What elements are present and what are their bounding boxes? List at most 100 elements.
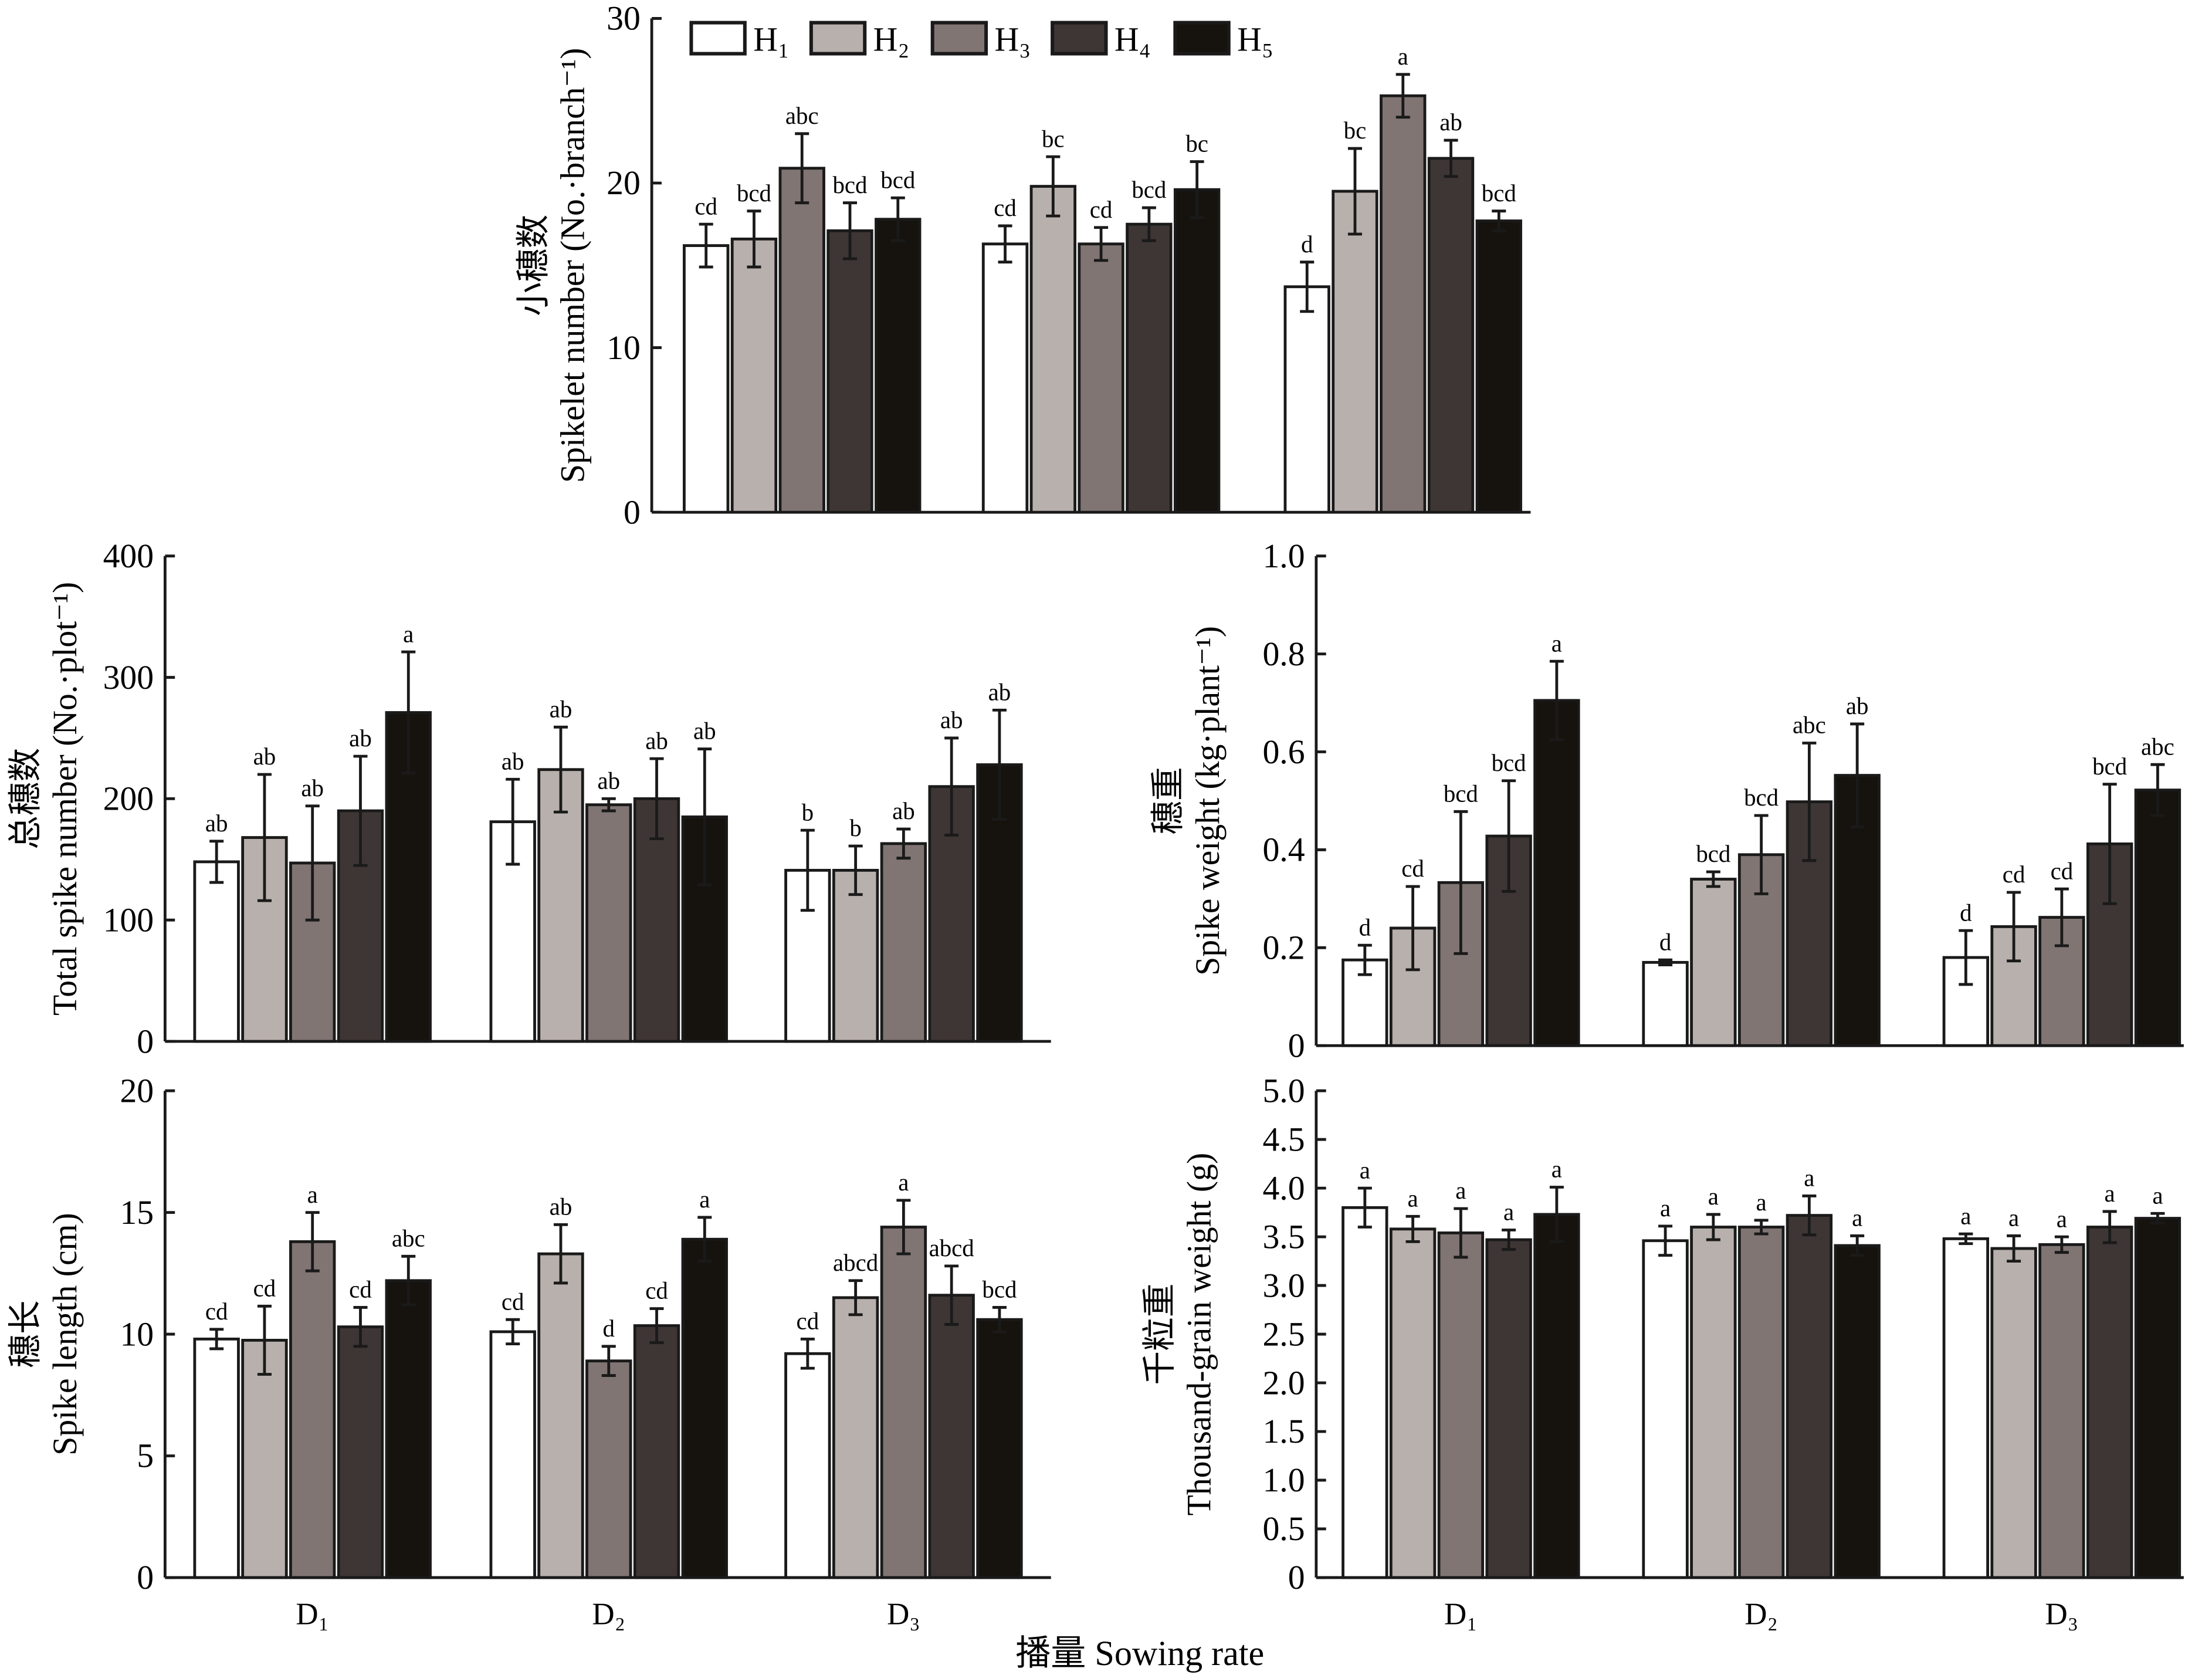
bar — [585, 803, 632, 1043]
significance-label: bc — [1042, 126, 1065, 152]
error-bar — [353, 1306, 368, 1348]
significance-label: a — [1708, 1183, 1719, 1210]
bar — [1990, 1247, 2037, 1579]
chart-spikelet: 0 10 20 30 小穗数 Spikelet number (No.·branch⁻¹)… — [515, 1, 1531, 531]
significance-label: cd — [253, 1275, 276, 1302]
error-bar — [1850, 1234, 1865, 1257]
error-bar — [1046, 155, 1061, 218]
error-bar — [1754, 1219, 1769, 1236]
bar — [826, 229, 873, 514]
y-tick-label: 5.0 — [1262, 1072, 1305, 1109]
significance-label: ab — [988, 679, 1011, 706]
error-bar — [992, 1306, 1007, 1334]
error-bar — [1549, 659, 1564, 742]
legend-swatch — [930, 21, 988, 56]
error-bar — [1405, 1214, 1420, 1243]
error-bar — [2150, 1212, 2165, 1225]
error-bar — [697, 1216, 712, 1263]
error-bar — [896, 1199, 911, 1256]
x-tick-label: D₃ — [2045, 1597, 2079, 1631]
error-bar — [2054, 887, 2069, 948]
error-bar — [1444, 138, 1458, 178]
significance-label: ab — [597, 768, 620, 794]
y-axis-label-cn: 千粒重 — [1141, 1283, 1178, 1385]
error-bar — [649, 757, 664, 841]
significance-label: abc — [785, 103, 819, 129]
y-tick-label: 0.4 — [1262, 832, 1305, 869]
error-bar — [1357, 1186, 1372, 1229]
bar — [1942, 1237, 1990, 1579]
error-bar — [699, 222, 713, 269]
y-axis-label: Spikelet number (No.·branch⁻¹) — [555, 48, 592, 483]
y-tick-label: 0 — [1288, 1027, 1305, 1064]
bar — [1533, 699, 1580, 1047]
significance-label: d — [1359, 914, 1371, 940]
error-bar — [601, 1345, 616, 1377]
bar — [633, 1324, 680, 1579]
error-bar — [1141, 206, 1156, 242]
error-bar — [1959, 929, 1973, 986]
bar — [1332, 190, 1378, 514]
bar — [784, 1352, 831, 1579]
bar — [1642, 1239, 1689, 1579]
error-bar — [401, 650, 416, 775]
significance-label: a — [2152, 1182, 2163, 1209]
bar — [1283, 285, 1330, 514]
error-bar — [1492, 209, 1506, 232]
significance-label: d — [1960, 899, 1972, 926]
error-bar — [842, 201, 858, 260]
bar — [681, 1237, 728, 1579]
significance-label: a — [2057, 1206, 2067, 1232]
significance-label: ab — [349, 725, 372, 752]
y-tick-label: 3.5 — [1262, 1219, 1305, 1256]
chart-thousand-grain: 0 0.5 1.0 1.5 2.0 2.5 3.0 3.5 4.0 4.5 5.0 千粒重 Thousa… — [1141, 1072, 2184, 1631]
significance-label: ab — [550, 696, 573, 723]
significance-label: a — [2105, 1180, 2115, 1207]
significance-label: abc — [2141, 733, 2174, 760]
bar — [489, 1330, 536, 1579]
error-bar — [1802, 1195, 1817, 1237]
bar — [1427, 157, 1475, 514]
significance-label: bcd — [1132, 177, 1166, 203]
significance-label: ab — [645, 727, 668, 754]
significance-label: d — [1659, 929, 1671, 955]
error-bar — [1502, 779, 1516, 893]
significance-label: ab — [301, 775, 324, 801]
error-bar — [944, 736, 959, 837]
significance-label: bcd — [2092, 753, 2127, 780]
bar — [241, 1339, 288, 1579]
y-axis-label-cn: 穗重 — [1150, 767, 1187, 834]
bar — [880, 1226, 927, 1579]
y-tick-label: 0 — [1288, 1559, 1305, 1596]
error-bar — [401, 1254, 416, 1307]
error-bar — [1502, 1229, 1516, 1251]
significance-label: ab — [940, 707, 963, 733]
significance-label: cd — [205, 1298, 228, 1325]
significance-label: abcd — [929, 1235, 974, 1261]
error-bar — [697, 747, 712, 886]
y-tick-label: 0 — [624, 494, 641, 531]
error-bar — [1754, 814, 1769, 895]
error-bar — [257, 1304, 272, 1376]
significance-label: bc — [1185, 131, 1208, 157]
bar — [1029, 185, 1076, 514]
y-tick-label: 4.5 — [1262, 1121, 1305, 1158]
error-bar — [1454, 810, 1468, 955]
legend-swatch — [689, 21, 747, 56]
y-tick-label: 20 — [120, 1072, 154, 1109]
error-bar — [209, 840, 224, 884]
x-tick-label: D₂ — [592, 1597, 625, 1631]
significance-label: cd — [994, 195, 1017, 221]
error-bar — [1405, 885, 1420, 972]
error-bar — [795, 132, 809, 205]
bar — [683, 244, 730, 514]
significance-label: bcd — [880, 167, 915, 193]
y-axis-label-cn: 小穗数 — [515, 215, 552, 316]
y-axis-label-cn: 穗长 — [8, 1300, 45, 1368]
error-bar — [800, 1337, 815, 1370]
error-bar — [553, 725, 568, 814]
significance-label: abc — [1793, 712, 1826, 739]
significance-label: bcd — [1444, 780, 1478, 807]
significance-label: cd — [645, 1278, 668, 1304]
error-bar — [649, 1307, 664, 1344]
